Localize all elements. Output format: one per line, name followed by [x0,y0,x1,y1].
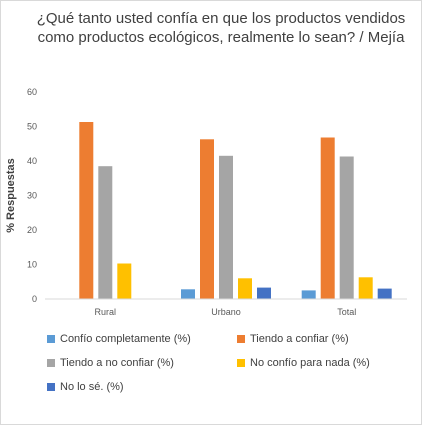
x-axis-ticks: Rural Urbano Total [95,307,357,317]
legend: Confío completamente (%) Tiendo a confiar… [47,333,407,413]
y-tick-label: 10 [27,260,37,270]
x-tick-label: Rural [95,307,117,317]
legend-label: Confío completamente (%) [60,333,191,345]
bar [98,166,113,299]
x-tick-label: Total [337,307,356,317]
bar [200,139,214,299]
legend-label: No confío para nada (%) [250,357,370,369]
y-tick-label: 50 [27,122,37,132]
bar [181,289,195,299]
legend-swatch [237,335,245,343]
legend-label: Tiendo a confiar (%) [250,333,349,345]
bar [339,156,354,299]
legend-item: Confío completamente (%) [47,333,191,345]
legend-item: Tiendo a confiar (%) [237,333,349,345]
legend-label: No lo sé. (%) [60,381,124,393]
y-tick-label: 0 [32,294,37,304]
bars [79,122,392,299]
bar [79,122,94,299]
legend-item: No confío para nada (%) [237,357,370,369]
y-tick-label: 20 [27,225,37,235]
legend-swatch [47,335,55,343]
y-tick-label: 30 [27,191,37,201]
chart-title: ¿Qué tanto usted confía en que los produ… [36,10,406,46]
bar [117,263,132,299]
bar [219,155,233,299]
y-tick-label: 60 [27,87,37,97]
bar-chart-plot: 0 10 20 30 40 50 60 Rural Urbano Total % Respues… [5,87,407,317]
bar [320,137,335,299]
legend-swatch [47,383,55,391]
bar [358,277,373,299]
legend-swatch [237,359,245,367]
bar [377,288,392,299]
legend-item: No lo sé. (%) [47,381,124,393]
bar [301,290,316,299]
legend-swatch [47,359,55,367]
legend-label: Tiendo a no confiar (%) [60,357,174,369]
bar [238,278,252,299]
legend-item: Tiendo a no confiar (%) [47,357,174,369]
y-tick-label: 40 [27,156,37,166]
x-tick-label: Urbano [211,307,241,317]
y-axis-ticks: 0 10 20 30 40 50 60 [27,87,37,304]
bar [257,287,271,299]
y-axis-title: % Respuestas [5,158,17,233]
